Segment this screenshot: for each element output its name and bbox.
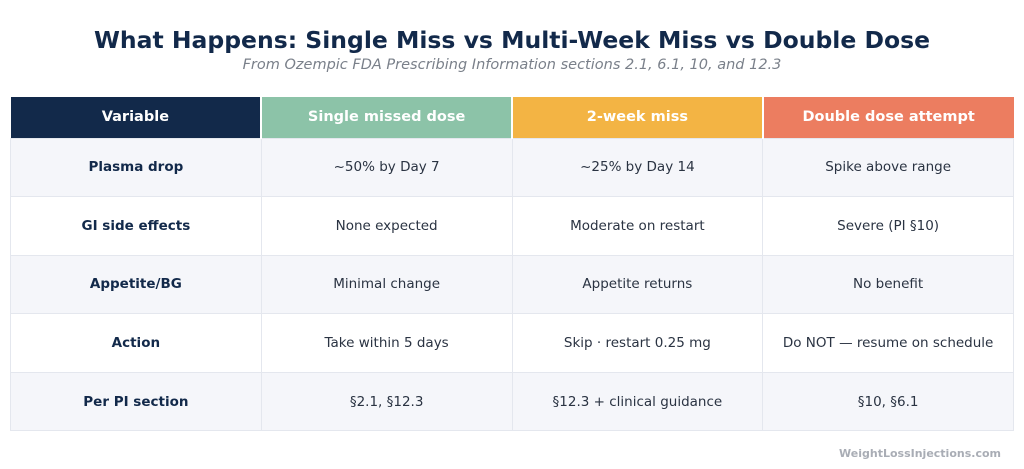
- table-row: GI side effects None expected Moderate o…: [10, 196, 1014, 256]
- table-cell: Appetite returns: [511, 254, 764, 315]
- table-cell: §10, §6.1: [762, 371, 1014, 432]
- page-title: What Happens: Single Miss vs Multi-Week …: [93, 26, 931, 54]
- table-cell: Moderate on restart: [511, 196, 764, 256]
- table-cell: ~50% by Day 7: [260, 137, 513, 198]
- table-cell: No benefit: [762, 254, 1014, 315]
- table-cell: ~25% by Day 14: [511, 137, 764, 198]
- table-header-row: Variable Single missed dose 2-week miss …: [10, 97, 1014, 138]
- table-cell: §2.1, §12.3: [260, 371, 513, 432]
- comparison-table: Variable Single missed dose 2-week miss …: [10, 97, 1014, 432]
- table-row: Appetite/BG Minimal change Appetite retu…: [10, 254, 1014, 315]
- header-variable: Variable: [10, 97, 263, 138]
- row-label: Appetite/BG: [10, 254, 262, 315]
- table-cell: Severe (PI §10): [762, 196, 1014, 256]
- header-two-week-miss: 2-week miss: [512, 97, 764, 138]
- page-subtitle: From Ozempic FDA Prescribing Information…: [242, 57, 782, 73]
- header-single-missed-dose: Single missed dose: [261, 97, 513, 138]
- row-label: Action: [10, 313, 262, 373]
- table-cell: §12.3 + clinical guidance: [511, 371, 764, 432]
- row-label: Plasma drop: [10, 137, 262, 198]
- site-watermark: WeightLossInjections.com: [839, 447, 1001, 460]
- table-row: Per PI section §2.1, §12.3 §12.3 + clini…: [10, 371, 1014, 432]
- header-double-dose-attempt: Double dose attempt: [762, 97, 1014, 138]
- table-cell: None expected: [260, 196, 513, 256]
- table-cell: Spike above range: [762, 137, 1014, 198]
- table-cell: Take within 5 days: [260, 313, 513, 373]
- row-label: Per PI section: [10, 371, 262, 432]
- table-cell: Skip · restart 0.25 mg: [511, 313, 764, 373]
- table-row: Action Take within 5 days Skip · restart…: [10, 313, 1014, 373]
- table-cell: Do NOT — resume on schedule: [762, 313, 1014, 373]
- row-label: GI side effects: [10, 196, 262, 256]
- table-row: Plasma drop ~50% by Day 7 ~25% by Day 14…: [10, 137, 1014, 198]
- table-cell: Minimal change: [260, 254, 513, 315]
